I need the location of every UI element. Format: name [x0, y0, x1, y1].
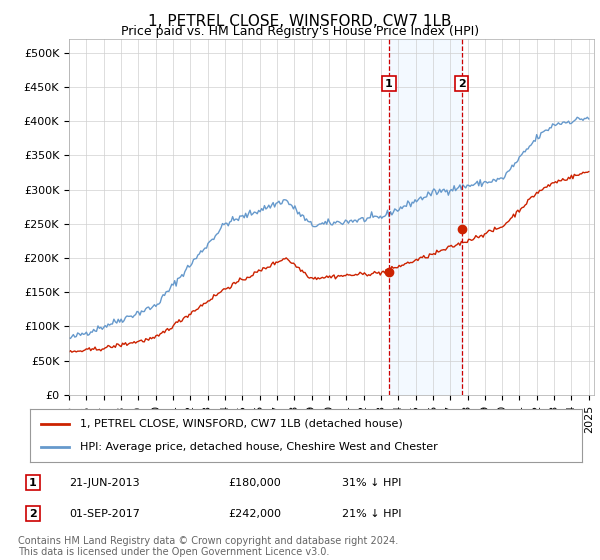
Text: £180,000: £180,000 [228, 478, 281, 488]
Text: Contains HM Land Registry data © Crown copyright and database right 2024.
This d: Contains HM Land Registry data © Crown c… [18, 535, 398, 557]
Text: 2: 2 [29, 508, 37, 519]
Text: 1: 1 [29, 478, 37, 488]
Text: 1: 1 [385, 78, 393, 88]
Bar [389, 39, 462, 395]
Text: 21% ↓ HPI: 21% ↓ HPI [342, 508, 401, 519]
Text: 01-SEP-2017: 01-SEP-2017 [69, 508, 140, 519]
Text: 1, PETREL CLOSE, WINSFORD, CW7 1LB: 1, PETREL CLOSE, WINSFORD, CW7 1LB [148, 14, 452, 29]
Text: 21-JUN-2013: 21-JUN-2013 [69, 478, 140, 488]
Text: 2: 2 [458, 78, 466, 88]
Text: 1, PETREL CLOSE, WINSFORD, CW7 1LB (detached house): 1, PETREL CLOSE, WINSFORD, CW7 1LB (deta… [80, 419, 403, 429]
Text: Price paid vs. HM Land Registry's House Price Index (HPI): Price paid vs. HM Land Registry's House … [121, 25, 479, 38]
Text: 31% ↓ HPI: 31% ↓ HPI [342, 478, 401, 488]
Text: £242,000: £242,000 [228, 508, 281, 519]
Text: HPI: Average price, detached house, Cheshire West and Chester: HPI: Average price, detached house, Ches… [80, 442, 437, 452]
